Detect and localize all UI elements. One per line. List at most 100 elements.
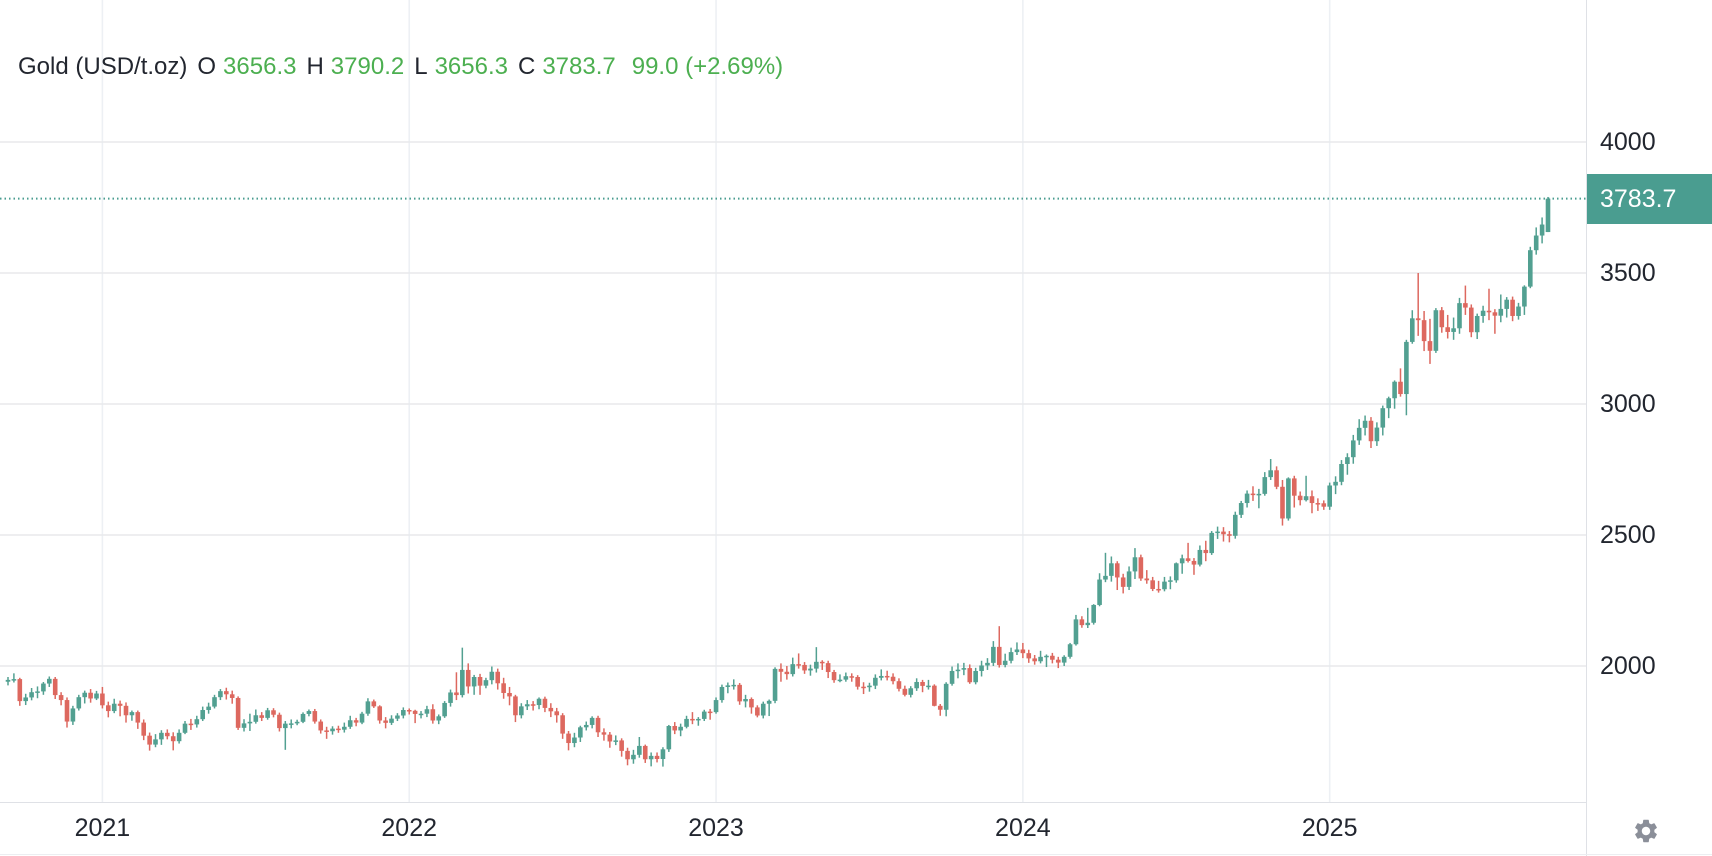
candle-body: [784, 671, 790, 675]
candle-body: [1516, 306, 1521, 316]
candle-body: [1215, 531, 1220, 534]
candle-body: [713, 700, 719, 713]
candle-body: [583, 724, 589, 728]
time-axis-label-2024: 2024: [995, 814, 1051, 842]
candle-body: [1327, 485, 1332, 507]
candle-body: [654, 755, 660, 760]
candle-body: [855, 677, 860, 687]
price-axis-label-4000: 4000: [1600, 128, 1656, 156]
candle-body: [513, 696, 518, 716]
candle-body: [979, 665, 984, 671]
candle-body: [277, 714, 282, 729]
candle-body: [1144, 578, 1150, 581]
candle-body: [1286, 478, 1291, 519]
candle-body: [831, 672, 837, 681]
candle-body: [182, 723, 188, 733]
candle-body: [283, 723, 288, 729]
candle-body: [725, 685, 731, 687]
candle-body: [542, 698, 548, 708]
settings-gear-icon[interactable]: [1632, 817, 1660, 845]
candle-body: [619, 740, 624, 751]
candle-body: [442, 702, 447, 717]
candle-body: [235, 697, 241, 728]
candle-body: [1380, 408, 1386, 428]
candle-body: [1008, 652, 1014, 661]
bottom-divider: [0, 854, 1712, 855]
candle-body: [937, 705, 943, 710]
candle-body: [359, 713, 365, 723]
candle-body: [188, 723, 194, 726]
candle-body: [1055, 659, 1061, 663]
candle-body: [595, 717, 601, 733]
candle-body: [796, 664, 801, 666]
candle-body: [1309, 496, 1315, 504]
candle-body: [300, 713, 306, 722]
last-price-label: 3783.7: [1600, 184, 1677, 213]
legend-close-label: C: [517, 53, 536, 80]
candle-body: [218, 691, 223, 698]
candle-body: [229, 694, 235, 698]
candle-body: [1073, 619, 1079, 645]
candle-body: [253, 715, 259, 722]
candle-body: [194, 719, 200, 725]
candle-body: [1091, 604, 1096, 623]
candle-body: [613, 740, 619, 742]
candle-body: [507, 692, 512, 697]
candle-body: [5, 679, 11, 682]
candle-body: [1179, 558, 1185, 564]
candle-body: [943, 683, 949, 710]
candle-body: [1191, 560, 1197, 565]
candle-body: [224, 691, 229, 695]
candle-body: [1114, 563, 1120, 578]
candle-body: [1079, 619, 1085, 626]
chart-plot-area[interactable]: Gold (USD/t.oz) O 3656.3 H 3790.2 L 3656.3 C 378…: [0, 0, 1586, 802]
candle-body: [1333, 481, 1338, 486]
candle-body: [790, 664, 796, 675]
candle-body: [1232, 514, 1238, 536]
candle-body: [365, 701, 371, 714]
ohlc-legend: Gold (USD/t.oz) O 3656.3 H 3790.2 L 3656.3 C 378…: [18, 52, 783, 82]
candle-body: [949, 670, 955, 684]
candle-body: [837, 679, 843, 682]
candle-body: [324, 730, 329, 732]
candle-body: [1262, 477, 1268, 494]
candle-body: [88, 692, 93, 699]
candle-body: [601, 732, 607, 735]
candle-body: [1132, 557, 1138, 572]
candle-body: [1097, 579, 1102, 605]
time-axis[interactable]: 2021 2022 2023 2024 2025: [0, 802, 1586, 856]
candle-body: [1197, 549, 1203, 565]
candle-body: [1103, 575, 1108, 580]
candle-body: [890, 676, 896, 682]
candle-body: [926, 685, 931, 688]
candle-body: [607, 734, 613, 742]
candle-body: [1150, 580, 1155, 589]
candle-body: [814, 661, 819, 669]
candle-body: [1539, 224, 1545, 236]
candle-body: [501, 683, 506, 693]
candle-body: [206, 706, 211, 711]
legend-low-label: L: [414, 53, 428, 80]
candle-body: [1280, 486, 1285, 519]
candle-body: [1392, 381, 1397, 399]
candle-body: [318, 721, 324, 731]
candle-body: [58, 695, 64, 701]
candle-body: [1020, 649, 1026, 654]
candle-body: [1527, 250, 1533, 287]
candle-body: [1297, 495, 1303, 501]
candle-body: [1227, 534, 1232, 536]
candle-body: [560, 715, 565, 734]
candle-body: [377, 706, 383, 721]
candle-body: [589, 717, 595, 725]
candle-body: [719, 686, 725, 701]
candlestick-canvas[interactable]: [0, 0, 1586, 802]
candle-body: [82, 692, 88, 698]
time-axis-label-2021: 2021: [74, 814, 131, 842]
candle-body: [1274, 470, 1279, 487]
candle-body: [135, 712, 141, 723]
candle-body: [1421, 320, 1427, 342]
candle-body: [1244, 493, 1250, 504]
price-axis[interactable]: 3783.7 4000 3500 3000 2500 2000: [1586, 0, 1712, 856]
candle-body: [1545, 198, 1551, 233]
